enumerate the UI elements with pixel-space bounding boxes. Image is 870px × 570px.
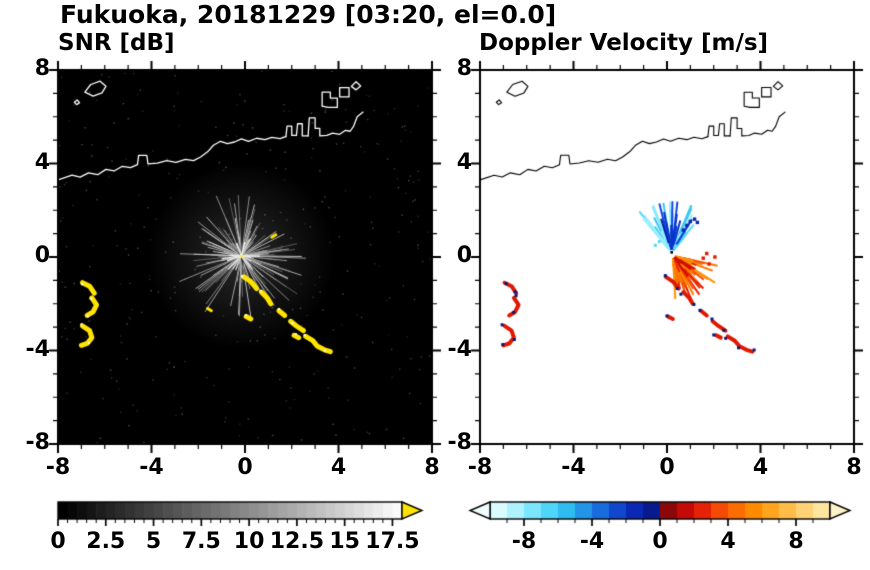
x-tick-label: -4 [139, 455, 164, 480]
colorbar-tick-label: 0 [50, 529, 66, 554]
colorbar-tick-label: 12.5 [269, 529, 325, 554]
colorbar-tick-label: 15 [329, 529, 360, 554]
colorbar-tick-label: 5 [145, 529, 162, 554]
y-tick-label: 0 [456, 243, 472, 268]
x-tick-label: 0 [659, 455, 675, 480]
colorbar-tick-label: 0 [652, 529, 668, 554]
y-tick-label: -8 [447, 430, 472, 455]
x-tick-label: -8 [45, 455, 71, 480]
colorbar-tick-label: 10 [233, 529, 265, 554]
colorbar-tick-label: 2.5 [86, 529, 126, 554]
y-tick-label: 0 [34, 243, 50, 268]
y-tick-label: -4 [447, 336, 472, 362]
x-tick-label: -8 [467, 455, 493, 480]
x-tick-label: 8 [846, 455, 862, 480]
y-tick-label: 4 [34, 149, 50, 175]
colorbar-tick-label: 7.5 [181, 529, 221, 554]
colorbar-tick-label: -8 [511, 529, 537, 554]
colorbar-tick-label: 4 [720, 529, 736, 554]
colorbar-tick-label: 8 [788, 529, 804, 554]
x-tick-label: 8 [424, 455, 440, 480]
y-tick-label: 4 [456, 149, 472, 175]
colorbar-tick-label: -4 [579, 529, 605, 554]
colorbar-tick-label: 17.5 [365, 529, 420, 554]
y-tick-label: 8 [456, 56, 472, 81]
x-tick-label: 4 [330, 455, 347, 480]
x-tick-label: 0 [237, 455, 253, 480]
x-tick-label: 4 [752, 455, 769, 480]
x-tick-label: -4 [561, 455, 586, 480]
y-tick-label: -8 [25, 430, 50, 455]
y-tick-label: 8 [34, 56, 50, 81]
y-tick-label: -4 [25, 336, 50, 362]
